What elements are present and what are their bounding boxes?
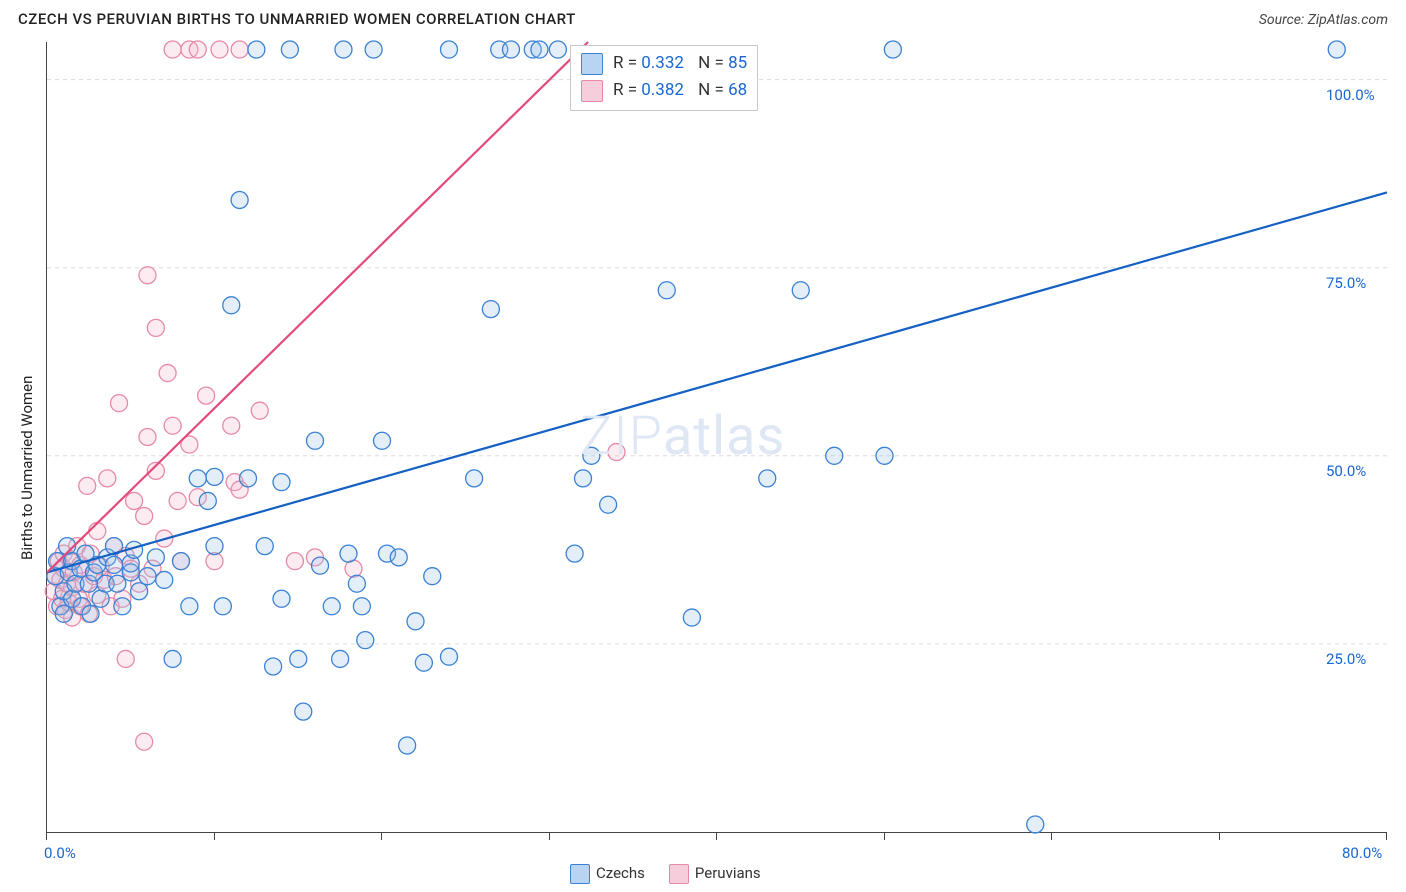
x-tick [884, 832, 885, 840]
stat-n-label: N = 68 [694, 77, 747, 104]
x-tick-label: 0.0% [44, 844, 76, 862]
title-bar: CZECH VS PERUVIAN BIRTHS TO UNMARRIED WO… [18, 10, 1388, 28]
legend-item[interactable]: Czechs [570, 864, 645, 884]
y-tick-label: 100.0% [1326, 86, 1375, 104]
stats-row: R = 0.382 N = 68 [581, 77, 747, 104]
x-tick [1051, 832, 1052, 840]
legend-item[interactable]: Peruvians [669, 864, 761, 884]
stats-box: R = 0.332 N = 85R = 0.382 N = 68 [570, 45, 758, 111]
legend: Czechs Peruvians [570, 864, 761, 884]
legend-label: Czechs [596, 864, 645, 882]
x-tick [549, 832, 550, 840]
stat-n-label: N = 85 [694, 50, 747, 77]
x-tick [716, 832, 717, 840]
y-tick-label: 50.0% [1326, 462, 1366, 480]
y-tick-label: 75.0% [1326, 274, 1366, 292]
legend-label: Peruvians [695, 864, 761, 882]
stats-row: R = 0.332 N = 85 [581, 50, 747, 77]
legend-swatch-icon [570, 864, 590, 884]
legend-swatch-icon [581, 80, 603, 102]
chart-title: CZECH VS PERUVIAN BIRTHS TO UNMARRIED WO… [18, 10, 576, 28]
stat-r-label: R = 0.382 [613, 77, 684, 104]
y-tick-label: 25.0% [1326, 650, 1366, 668]
plot-area [46, 42, 1387, 833]
x-tick [1219, 832, 1220, 840]
legend-swatch-icon [669, 864, 689, 884]
x-tick [46, 832, 47, 840]
y-axis-label: Births to Unmarried Women [18, 376, 36, 560]
chart-svg [47, 42, 1387, 832]
x-tick [381, 832, 382, 840]
x-tick-label: 80.0% [1342, 844, 1382, 862]
stat-r-label: R = 0.332 [613, 50, 684, 77]
x-tick [214, 832, 215, 840]
x-tick [1386, 832, 1387, 840]
source-label: Source: ZipAtlas.com [1259, 12, 1388, 28]
legend-swatch-icon [581, 53, 603, 75]
